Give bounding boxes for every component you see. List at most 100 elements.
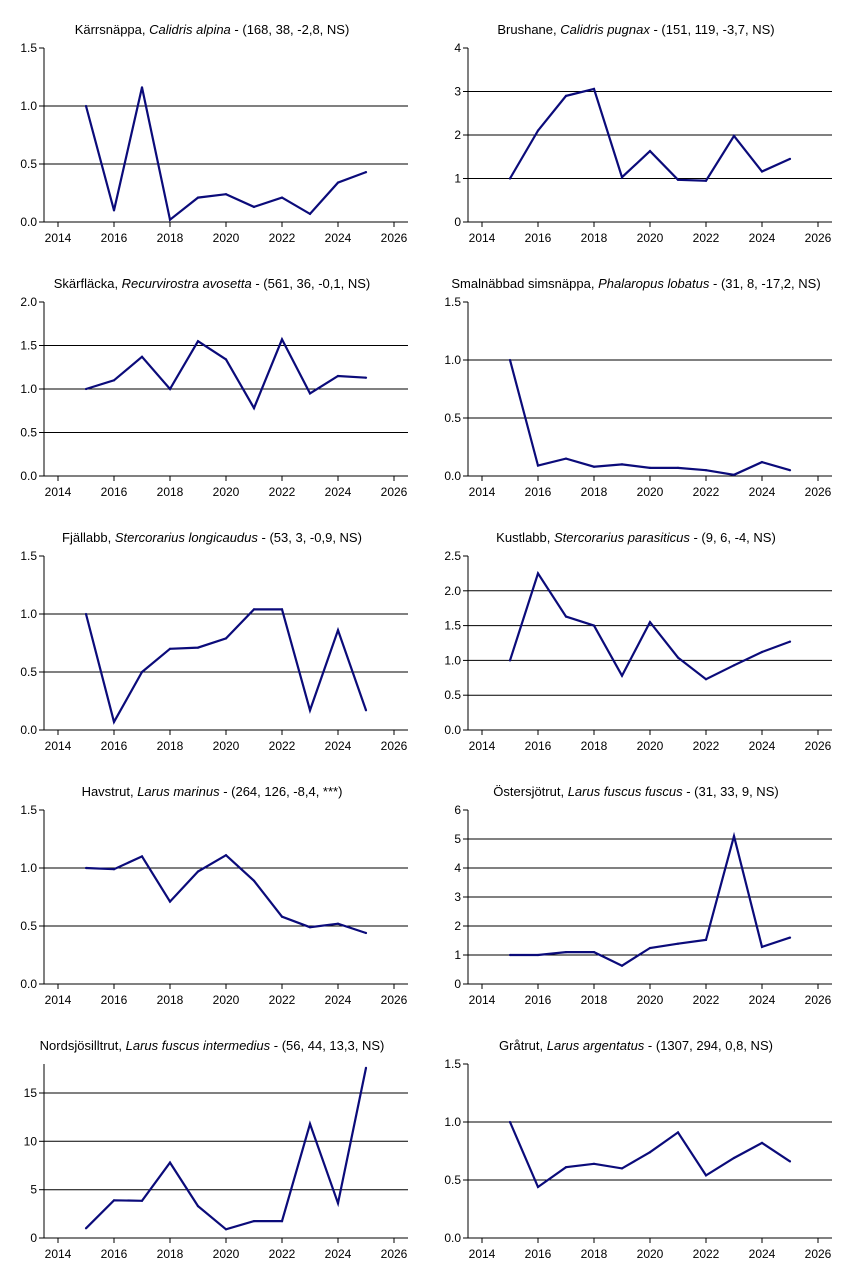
data-point [364,171,368,174]
data-point [140,670,144,674]
y-tick-label: 0 [454,215,461,229]
y-tick-label: 1.5 [20,549,37,563]
chart-title: Smalnäbbad simsnäppa, Phalaropus lobatus… [451,276,821,291]
chart-title: Östersjötrut, Larus fuscus fuscus - (31,… [493,784,779,799]
x-tick-label: 2018 [157,1247,184,1261]
data-point [704,179,708,182]
species-name: Brushane [497,22,554,37]
data-point [252,205,256,208]
x-tick-label: 2020 [637,485,664,499]
x-tick-label: 2014 [45,485,72,499]
x-tick-label: 2024 [325,993,352,1007]
data-point [84,1227,88,1230]
species-stats: (168, 38, -2,8, NS) [242,22,350,37]
data-point [676,1131,680,1134]
x-tick-label: 2026 [381,485,408,499]
species-stats: (31, 8, -17,2, NS) [720,276,821,291]
x-tick-label: 2020 [637,231,664,245]
x-tick-label: 2024 [325,485,352,499]
x-tick-label: 2016 [525,1247,552,1261]
x-tick-label: 2024 [749,993,776,1007]
data-point [112,1199,116,1202]
x-tick-label: 2018 [157,993,184,1007]
data-point [508,177,512,180]
species-latin-name: Larus argentatus [546,1038,645,1053]
y-tick-label: 0.0 [20,977,37,991]
data-point [788,936,792,939]
y-tick-label: 1.5 [20,803,37,817]
x-tick-label: 2018 [157,231,184,245]
x-tick-label: 2026 [805,485,832,499]
data-point [536,1185,540,1189]
data-point [704,469,708,472]
series-line [84,608,368,725]
chart-plot: 0.0 0.5 1.0 1.5 2.0 2014 2016 2018 2020 2022 2024 2… [20,295,408,499]
chart-title: Brushane, Calidris pugnax - (151, 119, -… [497,22,775,37]
species-latin-name: Larus fuscus intermedius [125,1038,271,1053]
y-tick-label: 0.0 [20,215,37,229]
data-point [140,86,144,89]
x-tick-label: 2016 [525,993,552,1007]
chart-panel: Brushane, Calidris pugnax - (151, 119, -… [424,0,848,254]
data-point [508,1120,512,1124]
x-tick-label: 2026 [805,231,832,245]
species-latin-name: Larus marinus [137,784,220,799]
data-point [168,387,172,391]
y-tick-label: 1 [454,948,461,962]
species-stats: (561, 36, -0,1, NS) [263,276,371,291]
data-point [536,953,540,957]
series-line [84,87,367,222]
data-point [308,926,312,929]
x-tick-label: 2026 [381,993,408,1007]
data-point [336,629,340,632]
series-line [85,336,367,411]
data-point [196,340,200,343]
data-point [224,854,228,857]
y-tick-label: 1.5 [444,1057,461,1071]
y-tick-label: 0.0 [20,469,37,483]
y-tick-label: 0.5 [20,157,37,171]
series-line [508,1121,791,1189]
data-point [620,964,624,967]
x-tick-label: 2016 [101,1247,128,1261]
x-tick-label: 2014 [45,1247,72,1261]
y-tick-label: 4 [454,41,461,55]
x-tick-label: 2018 [157,739,184,753]
data-point [564,94,568,97]
data-point [592,951,596,954]
y-tick-label: 1.0 [444,653,461,667]
x-tick-label: 2018 [581,993,608,1007]
x-tick-label: 2016 [101,993,128,1007]
x-tick-label: 2022 [269,739,296,753]
data-point [704,678,708,681]
x-tick-label: 2014 [469,993,496,1007]
data-point [168,1161,172,1164]
data-point [732,134,736,137]
data-point [620,1167,624,1170]
species-name: Havstrut [81,784,130,799]
chart-plot: 0 1 2 3 4 2014 2016 2018 2020 2022 2024 2026 [454,41,832,245]
x-tick-label: 2024 [749,231,776,245]
series-line [508,570,791,681]
species-latin-name: Calidris pugnax [560,22,650,37]
data-point [732,473,736,476]
chart-title: Gråtrut, Larus argentatus - (1307, 294, … [499,1038,773,1053]
y-tick-label: 3 [454,85,461,99]
chart-plot: 0.0 0.5 1.0 1.5 2014 2016 2018 2020 2022 2024 2026 [20,803,408,1007]
chart-plot: 0.0 0.5 1.0 1.5 2014 2016 2018 2020 2022 2024 2026 [20,41,408,245]
chart-plot: 0.0 0.5 1.0 1.5 2014 2016 2018 2020 2022 2024 2026 [444,295,832,499]
data-point [168,900,172,903]
x-tick-label: 2016 [525,231,552,245]
x-tick-label: 2026 [805,739,832,753]
x-tick-label: 2018 [581,231,608,245]
x-tick-label: 2022 [269,231,296,245]
data-point [760,1141,764,1144]
y-tick-label: 15 [24,1086,38,1100]
data-point [536,464,540,467]
species-name: Fjällabb [62,530,108,545]
data-point [676,178,680,181]
data-point [364,376,368,379]
data-point [84,866,88,870]
species-name: Skärfläcka [53,276,115,291]
y-tick-label: 1.5 [20,41,37,55]
